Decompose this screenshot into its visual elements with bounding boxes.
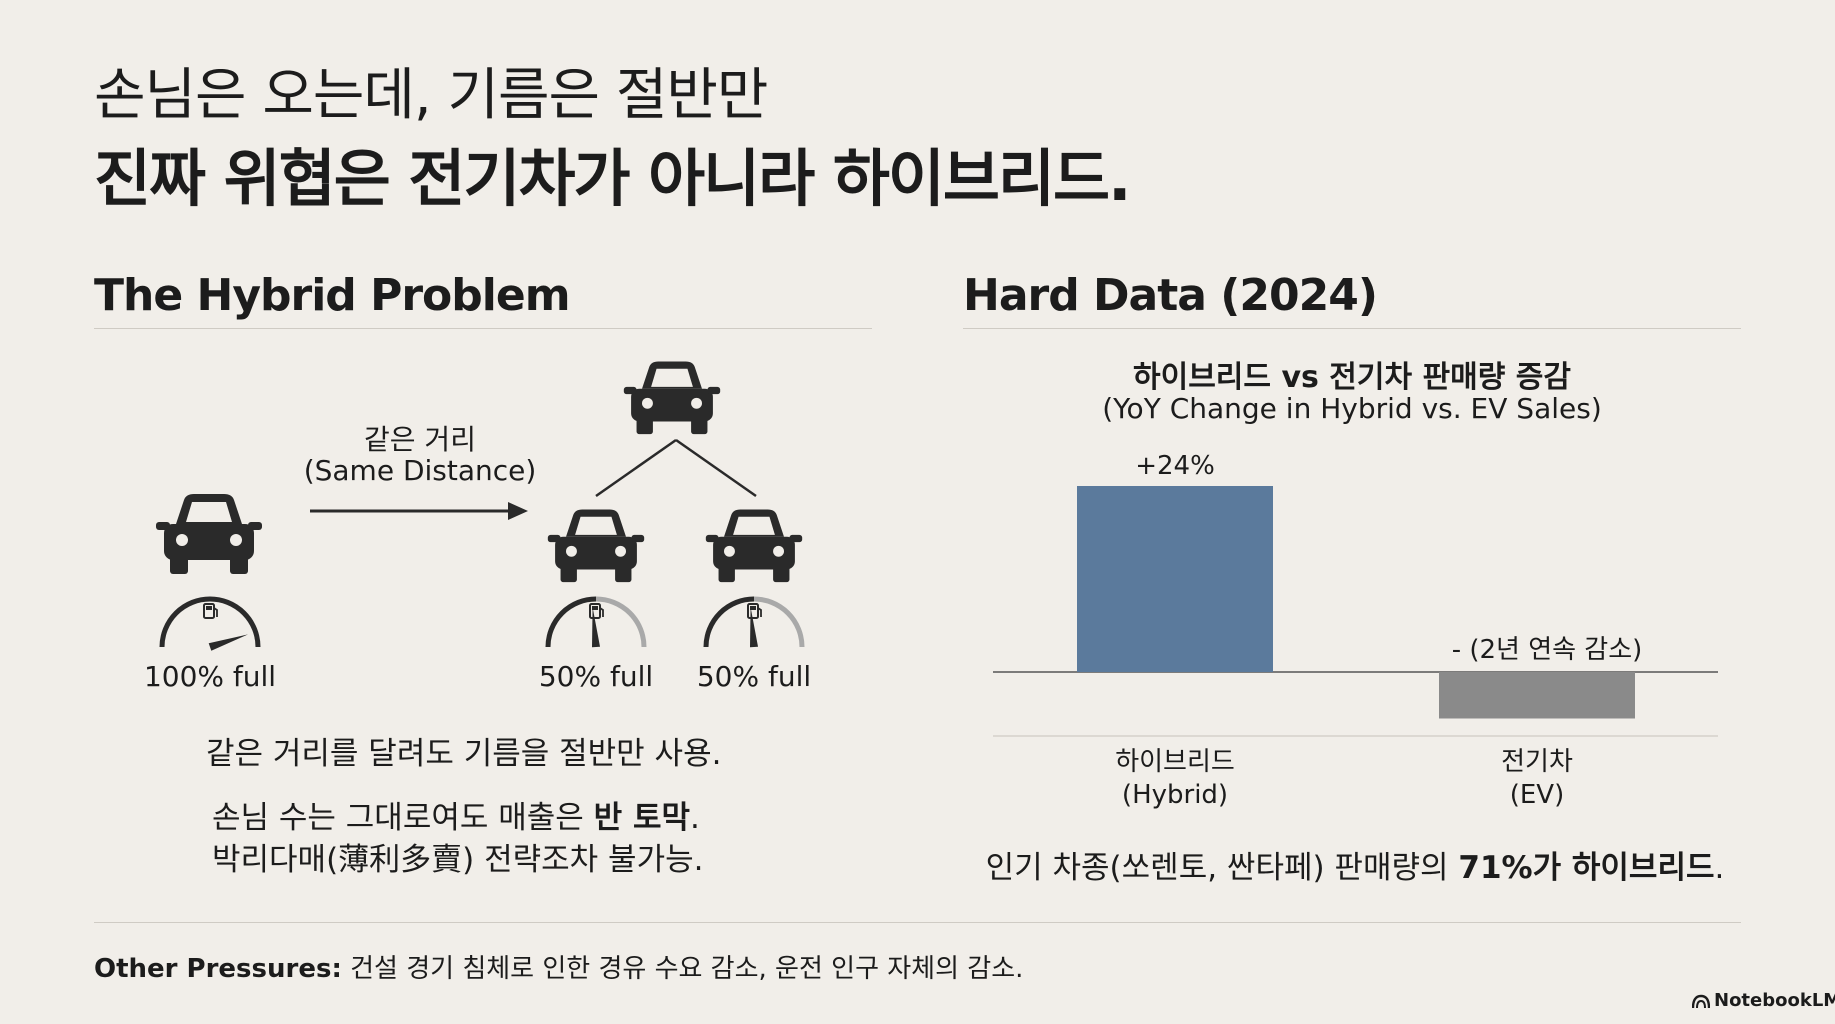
note-text: 인기 차종(쏘렌토, 싼타페) 판매량의 [985,850,1459,886]
chart-subtitle: (YoY Change in Hybrid vs. EV Sales) [1102,392,1602,425]
other-pressures-text: 건설 경기 침체로 인한 경유 수요 감소, 운전 인구 자체의 감소. [341,954,1024,984]
fuel-pump-icon [203,603,218,619]
page-title-line2: 진짜 위협은 전기차가 아니라 하이브리드. [94,142,1132,215]
gauge-empty-arc [753,596,805,648]
section-divider-left [94,328,872,329]
gauge-label: 50% full [696,660,812,693]
chart-category-label-en: (EV) [1510,780,1565,810]
note-emphasis: 71%가 하이브리드 [1458,850,1715,886]
revenue-text: 손님 수는 그대로여도 매출은 [212,800,594,836]
other-pressures-note: Other Pressures: 건설 경기 침체로 인한 경유 수요 감소, … [94,948,1023,985]
notebooklm-logo-icon [1691,993,1711,1009]
chart-category-label: 전기차 [1501,747,1573,777]
footer-divider [94,922,1741,923]
strategy-line: 박리다매(薄利多賣) 전략조차 불가능. [212,842,704,878]
chart-data-label: +24% [1135,451,1215,481]
section-divider-right [963,328,1741,329]
gauge-label: 100% full [143,660,277,693]
section-heading-hard-data: Hard Data (2024) [963,270,1378,321]
fuel-gauge-icon [703,596,805,648]
split-branch-lines [595,438,757,498]
revenue-period: . [690,800,700,836]
gauge-needle [208,634,248,651]
gauge-fill-arc [159,596,261,648]
note-period: . [1714,850,1725,886]
page-title-line1: 손님은 오는데, 기름은 절반만 [94,63,768,128]
gauge-empty-arc [595,596,647,648]
hybrid-fact-line: 같은 거리를 달려도 기름을 절반만 사용. [206,736,722,772]
fuel-pump-icon [747,603,762,619]
fuel-pump-icon [589,603,604,619]
chart-data-label: - (2년 연속 감소) [1452,635,1643,665]
car-icon [623,361,721,435]
chart-bar [1077,486,1273,672]
fuel-gauge-icon [159,596,261,651]
gauge-fill-arc [703,596,755,648]
fuel-gauge-icon [545,596,647,648]
chart-title: 하이브리드 vs 전기차 판매량 증감 [1133,360,1571,395]
section-heading-hybrid-problem: The Hybrid Problem [94,270,571,321]
yoy-bar-chart: +24% 하이브리드(Hybrid) - (2년 연속 감소) 전기차(EV) [993,451,1718,810]
hybrid-revenue-line: 손님 수는 그대로여도 매출은 반 토막. [212,792,700,837]
gauge-needle [592,607,600,648]
other-pressures-label: Other Pressures: [94,954,342,984]
gauge-needle [750,607,758,648]
same-distance-arrow [310,502,528,520]
gauge-label: 50% full [538,660,654,693]
revenue-emphasis: 반 토막 [593,800,691,836]
car-icon [547,509,645,583]
arrow-label-en: (Same Distance) [303,454,537,487]
chart-category-label: 하이브리드 [1115,747,1235,777]
arrow-label-ko: 같은 거리 [364,423,476,456]
chart-bar [1439,672,1635,719]
car-icon [705,509,803,583]
chart-category-label-en: (Hybrid) [1122,780,1228,810]
brand-label: NotebookLM [1714,990,1835,1011]
gauge-fill-arc [545,596,597,648]
popular-models-note: 인기 차종(쏘렌토, 싼타페) 판매량의 71%가 하이브리드. [960,842,1750,887]
car-icon [156,494,262,574]
